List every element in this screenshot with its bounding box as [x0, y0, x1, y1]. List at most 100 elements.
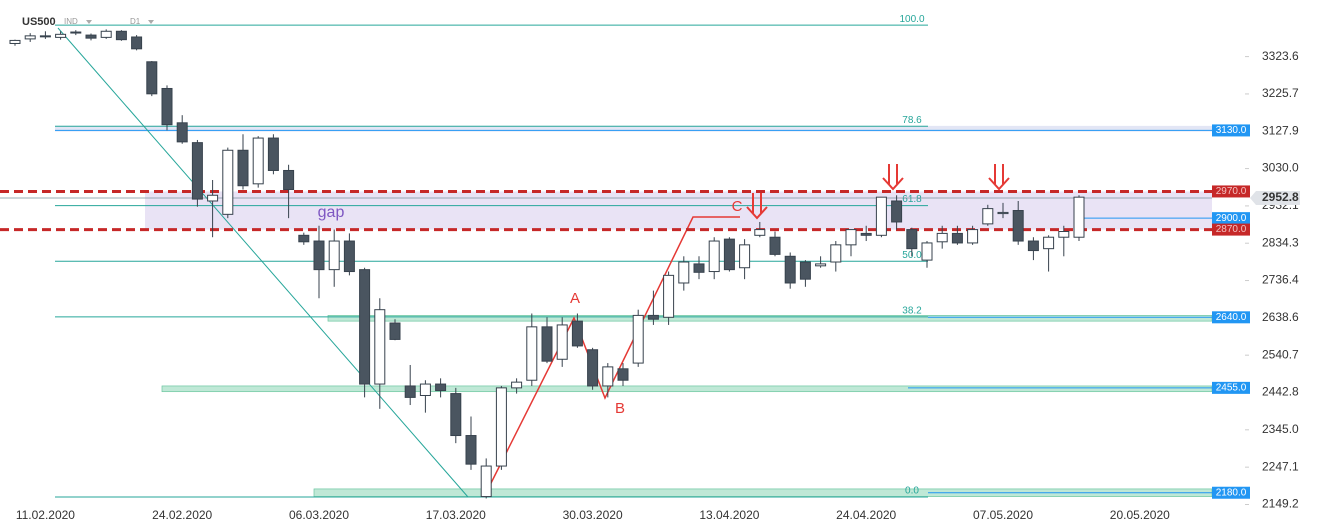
candle-body — [526, 326, 538, 381]
candle-body — [511, 381, 523, 389]
down-arrow — [746, 193, 768, 220]
gap-label: gap — [318, 204, 345, 221]
symbol: US500 — [22, 16, 56, 28]
background-layer: 100.078.661.850.038.20.0 — [0, 14, 1213, 498]
candle-body — [602, 366, 614, 387]
candle-body — [100, 30, 112, 38]
point-a: A — [570, 290, 580, 307]
candle-body — [647, 314, 659, 320]
x-tick-label: 24.02.2020 — [152, 508, 212, 522]
candle-body — [313, 240, 325, 271]
candle-body — [131, 36, 143, 50]
level-tag-label: 2900.0 — [1216, 213, 1247, 224]
candle-body — [465, 435, 477, 465]
x-tick-label: 24.04.2020 — [836, 508, 896, 522]
level-tag — [1212, 486, 1250, 499]
abc-pattern — [483, 216, 740, 498]
candle-body — [252, 137, 264, 185]
dropdown-icon[interactable] — [86, 20, 92, 24]
candle-body — [176, 122, 188, 143]
candle-body — [404, 385, 416, 398]
candle-body — [1058, 230, 1070, 238]
candle-body — [161, 87, 173, 126]
candle-body — [359, 269, 371, 385]
y-tick-label: 3127.9 — [1262, 123, 1299, 137]
fib-label: 78.6 — [902, 115, 922, 126]
x-tick-label: 06.03.2020 — [289, 508, 349, 522]
candle-body — [9, 39, 21, 44]
candle-body — [708, 240, 720, 273]
candle-body — [1043, 236, 1055, 250]
candle-body — [283, 169, 295, 191]
level-tag-label: 2870.0 — [1216, 224, 1247, 235]
candle-body — [875, 196, 887, 236]
level-tag — [1212, 311, 1250, 324]
candle-body — [1073, 196, 1085, 238]
down-arrow — [882, 164, 904, 191]
fib-label: 100.0 — [899, 14, 924, 25]
candle-body — [951, 232, 963, 244]
zone — [145, 191, 1212, 230]
candle-body — [891, 200, 903, 223]
candle-body — [389, 322, 401, 340]
candle-body — [70, 31, 82, 34]
level-tag — [1212, 124, 1250, 137]
candles-layer — [0, 29, 1212, 499]
candle-body — [1012, 210, 1024, 242]
x-tick-label: 20.05.2020 — [1110, 508, 1170, 522]
candle-body — [207, 194, 219, 202]
level-tag-label: 2455.0 — [1216, 383, 1247, 394]
candle-body — [298, 234, 310, 243]
dropdown-icon[interactable] — [148, 20, 154, 24]
candle-body — [374, 309, 386, 385]
candle-body — [146, 61, 158, 95]
y-tick-label: 3323.6 — [1262, 49, 1299, 63]
candle-body — [541, 326, 553, 362]
candle-body — [343, 240, 355, 273]
candle-body — [435, 383, 447, 392]
last-price-label: 2952.8 — [1262, 190, 1299, 204]
candle-body — [419, 383, 431, 396]
candle-body — [617, 368, 629, 381]
candle-body — [191, 142, 203, 200]
y-tick-label: 2345.0 — [1262, 422, 1299, 436]
candle-body — [967, 229, 979, 244]
candle-body — [24, 35, 36, 40]
timeframe: D1 — [130, 17, 141, 26]
fib-label: 0.0 — [905, 486, 919, 497]
level-tag-label: 3130.0 — [1216, 125, 1247, 136]
candle-body — [1027, 240, 1039, 252]
candle-body — [799, 261, 811, 280]
level-tag — [1212, 212, 1250, 225]
fib-label: 61.8 — [902, 194, 922, 205]
candle-body — [663, 274, 675, 318]
level-tag — [1212, 381, 1250, 394]
y-tick-label: 2442.8 — [1262, 385, 1299, 399]
y-tick-label: 3030.0 — [1262, 161, 1299, 175]
candle-body — [55, 33, 67, 38]
candle-body — [921, 242, 933, 261]
candle-body — [115, 30, 127, 41]
y-tick-label: 2149.2 — [1262, 497, 1299, 511]
zone — [327, 315, 1213, 322]
market: IND — [64, 17, 78, 26]
candle-body — [830, 244, 842, 263]
x-tick-label: 11.02.2020 — [16, 508, 75, 522]
x-tick-label: 30.03.2020 — [563, 508, 623, 522]
candle-body — [906, 229, 918, 250]
zone — [161, 385, 1213, 393]
candle-body — [723, 238, 735, 271]
trend-line — [57, 27, 469, 498]
candle-body — [632, 314, 644, 364]
candle-body — [267, 137, 279, 171]
arrows — [746, 164, 1010, 220]
y-tick-label: 2540.7 — [1262, 347, 1299, 361]
y-tick-label: 3225.7 — [1262, 86, 1299, 100]
fib-label: 38.2 — [902, 306, 922, 317]
level-tag-label: 2970.0 — [1216, 186, 1247, 197]
candle-body — [784, 255, 796, 284]
candle-body — [450, 393, 462, 437]
candle-body — [587, 349, 599, 387]
